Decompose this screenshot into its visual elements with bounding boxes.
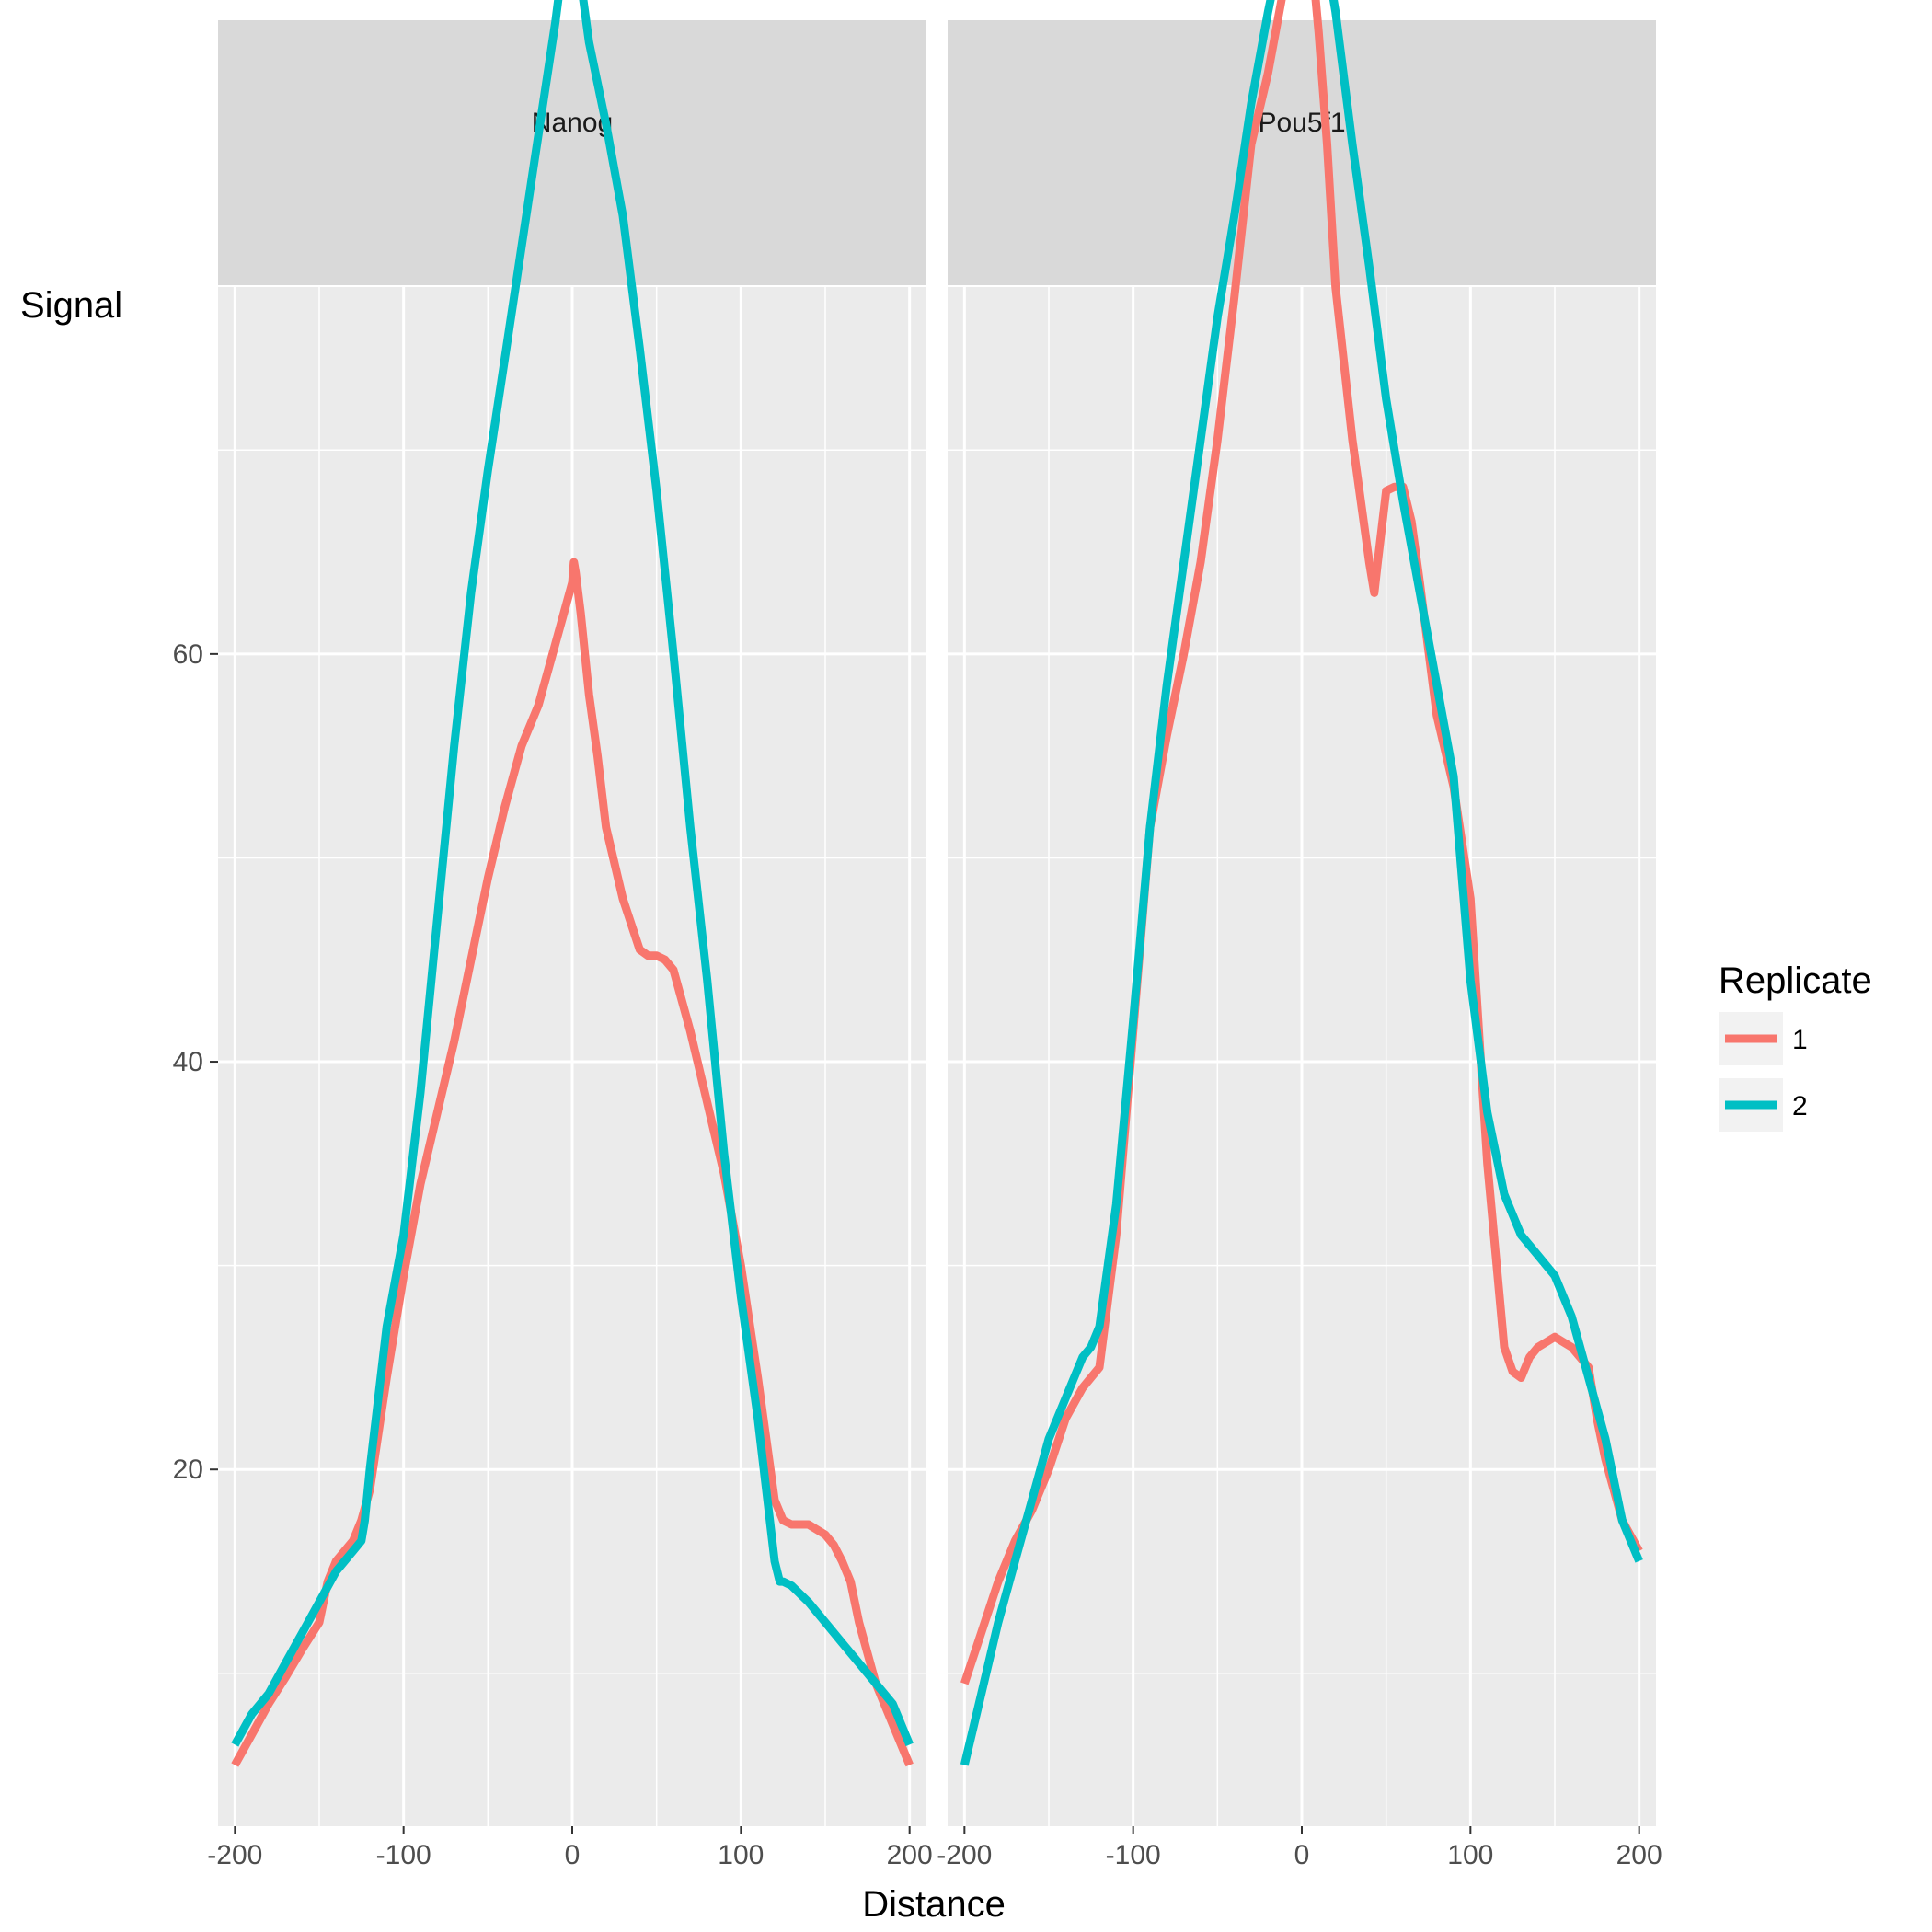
x-tick-label: 100 bbox=[1447, 1840, 1493, 1870]
facet-strip-label: Pou5f1 bbox=[1258, 108, 1345, 138]
facet-strip bbox=[218, 20, 926, 285]
series-line-replicate-1 bbox=[960, 0, 1643, 1685]
x-tick-label: -100 bbox=[1106, 1840, 1161, 1870]
y-tick-label: 60 bbox=[173, 639, 203, 670]
legend-label-2: 2 bbox=[1792, 1091, 1808, 1121]
legend: Replicate 1 2 bbox=[1719, 960, 1872, 1132]
x-tick-label: -200 bbox=[207, 1840, 262, 1870]
panel-pou5f1: Pou5f1 -200 -100 0 100 200 bbox=[937, 0, 1662, 1870]
x-tick-label: -100 bbox=[376, 1840, 431, 1870]
x-tick-label: 200 bbox=[887, 1840, 933, 1870]
y-tick-label: 40 bbox=[173, 1047, 203, 1077]
series-line-replicate-2 bbox=[231, 0, 914, 1747]
y-tick-label: 20 bbox=[173, 1455, 203, 1485]
x-tick-label: 200 bbox=[1616, 1840, 1662, 1870]
x-axis-title: Distance bbox=[862, 1884, 1006, 1925]
x-tick-label: 0 bbox=[565, 1840, 581, 1870]
x-tick-label: 0 bbox=[1294, 1840, 1310, 1870]
series-line-replicate-2 bbox=[960, 0, 1643, 1766]
series-line-replicate-1 bbox=[231, 558, 914, 1767]
x-tick-label: 100 bbox=[718, 1840, 764, 1870]
legend-title: Replicate bbox=[1719, 960, 1872, 1001]
facet-strip bbox=[948, 20, 1656, 285]
y-axis-title: Signal bbox=[20, 285, 122, 326]
x-tick-label: -200 bbox=[937, 1840, 992, 1870]
legend-label-1: 1 bbox=[1792, 1025, 1808, 1055]
